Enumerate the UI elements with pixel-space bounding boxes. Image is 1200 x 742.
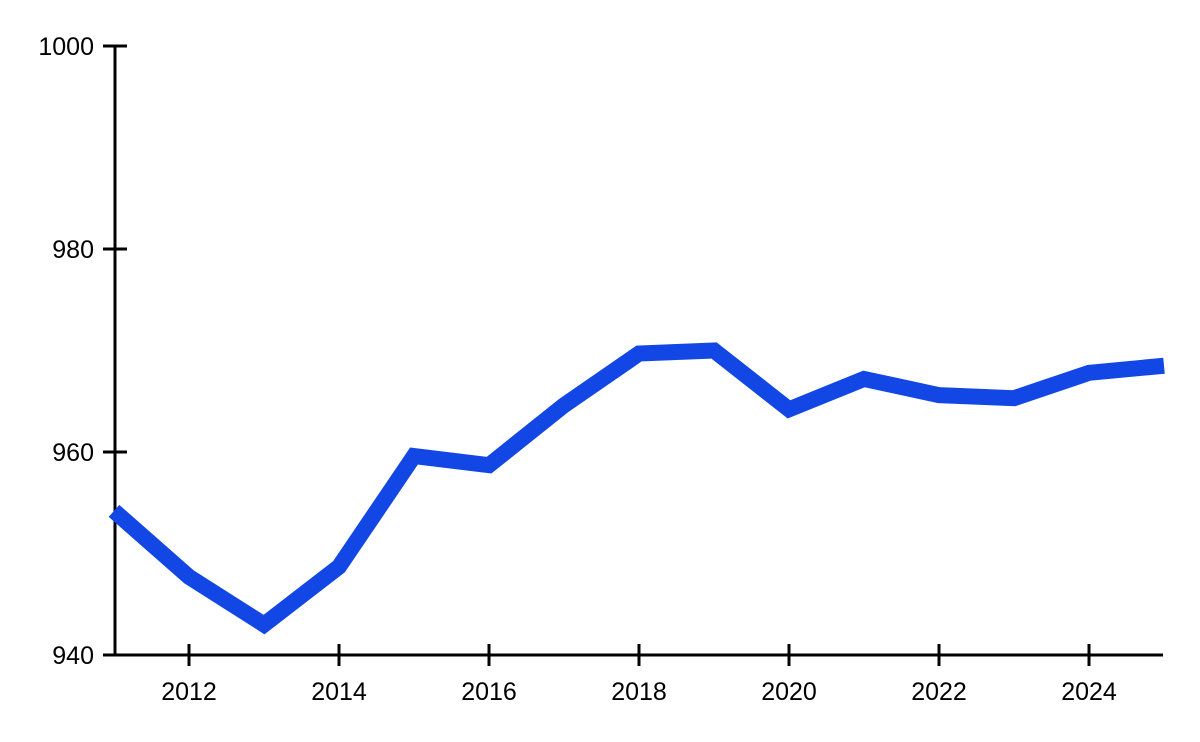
data-line-series-1 [108,342,1165,635]
y-tick-label: 960 [52,439,94,467]
x-tick-label: 2016 [461,678,517,706]
x-tick-label: 2020 [761,678,817,706]
x-tick-label: 2018 [611,678,667,706]
y-tick-label: 980 [52,236,94,264]
x-tick-label: 2012 [161,678,217,706]
x-tick-label: 2022 [911,678,967,706]
y-tick-label: 1000 [38,33,94,61]
x-tick-label: 2014 [311,678,367,706]
x-tick-label: 2024 [1061,678,1117,706]
y-tick-label: 940 [52,642,94,670]
